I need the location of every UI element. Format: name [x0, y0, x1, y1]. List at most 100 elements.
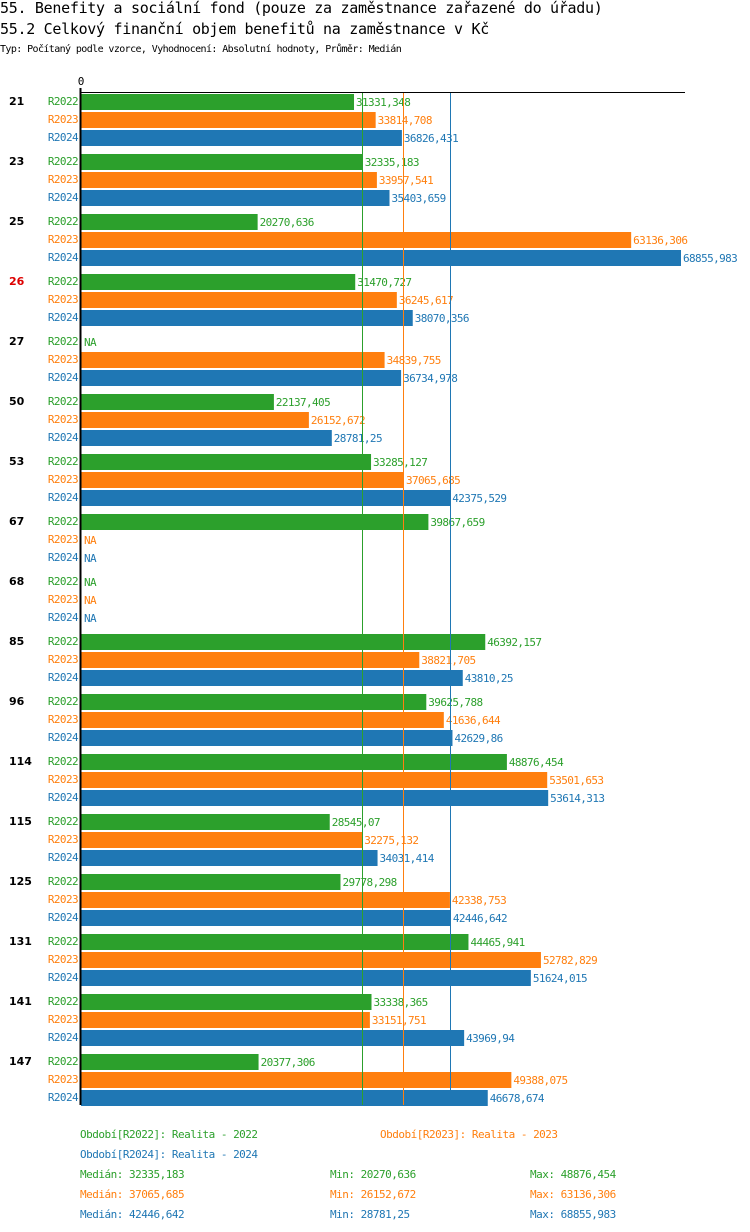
value-label: 32335,183 [365, 156, 419, 169]
bar [81, 412, 309, 428]
value-label: 33957,541 [379, 174, 433, 187]
category-label: 21 [9, 95, 24, 108]
series-label: R2023 [48, 833, 78, 846]
stat-min-r2024: Min: 28781,25 [330, 1208, 410, 1221]
value-label: 42629,86 [454, 732, 502, 745]
value-label: 48876,454 [509, 756, 564, 769]
series-label: R2023 [48, 173, 78, 186]
value-label: 28781,25 [334, 432, 382, 445]
value-label: 49388,075 [513, 1074, 567, 1087]
series-label: R2022 [48, 1055, 78, 1068]
value-label: 35403,659 [392, 192, 446, 205]
series-label: R2023 [48, 353, 78, 366]
bar [81, 214, 258, 230]
series-label: R2024 [48, 971, 79, 984]
bar [81, 352, 385, 368]
bar [81, 190, 390, 206]
series-label: R2024 [48, 731, 79, 744]
value-label: 36245,617 [399, 294, 453, 307]
bar [81, 232, 632, 248]
series-label: R2022 [48, 875, 78, 888]
category-label: 114 [9, 755, 32, 768]
category-label: 27 [9, 335, 24, 348]
bar [81, 670, 463, 686]
bar [81, 172, 377, 188]
series-label: R2023 [48, 113, 78, 126]
bar [81, 754, 507, 770]
series-label: R2024 [48, 191, 79, 204]
value-label: 37065,685 [406, 474, 460, 487]
bar [81, 814, 330, 830]
bar [81, 730, 453, 746]
bar [81, 1012, 370, 1028]
category-label: 147 [9, 1055, 32, 1068]
value-label: 53614,313 [550, 792, 604, 805]
bar [81, 490, 451, 506]
category-label: 131 [9, 935, 32, 948]
bar [81, 274, 356, 290]
bar [81, 694, 427, 710]
chart-subtitle: 55.2 Celkový finanční objem benefitů na … [0, 20, 489, 38]
value-label: 26152,672 [311, 414, 365, 427]
series-label: R2024 [48, 911, 79, 924]
bar [81, 472, 404, 488]
series-label: R2024 [48, 491, 79, 504]
stat-max-r2024: Max: 68855,983 [530, 1208, 616, 1221]
series-label: R2023 [48, 233, 78, 246]
series-label: R2022 [48, 935, 78, 948]
category-label: 53 [9, 455, 24, 468]
category-label: 23 [9, 155, 24, 168]
value-label: 43969,94 [466, 1032, 515, 1045]
value-label: 38070,356 [415, 312, 469, 325]
value-label: 33814,708 [378, 114, 432, 127]
series-label: R2024 [48, 1091, 79, 1104]
category-label: 25 [9, 215, 24, 228]
series-label: R2023 [48, 473, 78, 486]
bar [81, 154, 363, 170]
series-label: R2022 [48, 515, 78, 528]
value-label: 38821,705 [421, 654, 475, 667]
bar [81, 370, 402, 386]
bar [81, 634, 486, 650]
series-label: R2022 [48, 455, 78, 468]
series-label: R2023 [48, 533, 78, 546]
bar [81, 1030, 465, 1046]
series-label: R2023 [48, 893, 78, 906]
bar [81, 292, 397, 308]
category-label: 96 [9, 695, 25, 708]
value-label: 31470,727 [357, 276, 411, 289]
bar [81, 652, 420, 668]
value-label: 39867,659 [430, 516, 484, 529]
value-label: 36826,431 [404, 132, 458, 145]
value-label: 42446,642 [453, 912, 507, 925]
series-label: R2022 [48, 995, 78, 1008]
value-label: 51624,015 [533, 972, 587, 985]
value-label: NA [84, 612, 97, 625]
value-label: 52782,829 [543, 954, 597, 967]
value-label: 20270,636 [260, 216, 314, 229]
legend-period-r2023: Období[R2023]: Realita - 2023 [380, 1128, 558, 1141]
category-label: 26 [9, 275, 25, 288]
series-label: R2024 [48, 251, 79, 264]
bar [81, 952, 541, 968]
series-label: R2023 [48, 293, 78, 306]
series-label: R2022 [48, 275, 78, 288]
series-label: R2024 [48, 851, 79, 864]
series-label: R2023 [48, 773, 78, 786]
value-label: 29778,298 [342, 876, 396, 889]
value-label: NA [84, 336, 97, 349]
bar [81, 94, 355, 110]
legend-period-r2024: Období[R2024]: Realita - 2024 [80, 1148, 258, 1161]
value-label: 32275,132 [364, 834, 418, 847]
series-label: R2024 [48, 791, 79, 804]
value-label: NA [84, 594, 97, 607]
value-label: 31331,348 [356, 96, 410, 109]
category-label: 125 [9, 875, 32, 888]
series-label: R2024 [48, 431, 79, 444]
series-label: R2023 [48, 593, 78, 606]
value-label: 36734,978 [403, 372, 457, 385]
category-label: 115 [9, 815, 32, 828]
series-label: R2024 [48, 671, 79, 684]
value-label: 33285,127 [373, 456, 427, 469]
